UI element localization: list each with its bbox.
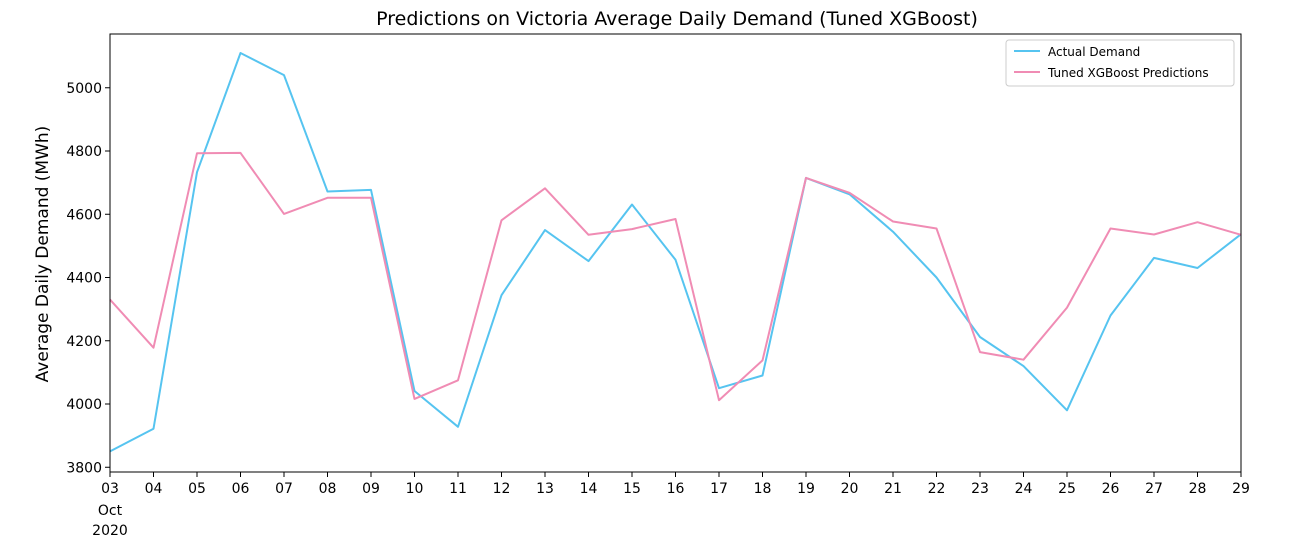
plot-frame xyxy=(109,33,1242,473)
y-axis: 3800 4000 4200 4400 4600 4800 5000 xyxy=(66,81,110,476)
x-tick-label: 14 xyxy=(580,481,598,497)
y-tick-label: 5000 xyxy=(66,81,102,97)
x-tick-label: 26 xyxy=(1102,481,1120,497)
x-tick-label: 24 xyxy=(1015,481,1033,497)
x-tick-label: 03 xyxy=(101,481,119,497)
x-tick-label: 15 xyxy=(623,481,641,497)
series-layer xyxy=(109,52,1242,453)
x-tick-label: 07 xyxy=(275,481,293,497)
x-tick-label: 29 xyxy=(1232,481,1250,497)
x-tick-label: 04 xyxy=(145,481,163,497)
chart-title: Predictions on Victoria Average Daily De… xyxy=(376,8,978,30)
x-tick-label: 17 xyxy=(710,481,728,497)
x-tick-label: 23 xyxy=(971,481,989,497)
y-axis-title: Average Daily Demand (MWh) xyxy=(33,126,53,383)
y-tick-label: 4800 xyxy=(66,144,102,160)
x-tick-label: 09 xyxy=(362,481,380,497)
y-tick-label: 3800 xyxy=(66,460,102,476)
legend-label-actual: Actual Demand xyxy=(1048,45,1140,59)
x-tick-label: 12 xyxy=(493,481,511,497)
x-tick-label: 22 xyxy=(928,481,946,497)
legend-box xyxy=(1005,39,1235,87)
x-tick-label: 11 xyxy=(449,481,467,497)
x-tick-label: 19 xyxy=(797,481,815,497)
x-tick-label: 16 xyxy=(667,481,685,497)
x-tick-label: 28 xyxy=(1189,481,1207,497)
x-tick-label: 13 xyxy=(536,481,554,497)
legend-label-predictions: Tuned XGBoost Predictions xyxy=(1047,66,1209,80)
x-tick-label: 27 xyxy=(1145,481,1163,497)
x-tick-label: 20 xyxy=(841,481,859,497)
x-axis-year-label: 2020 xyxy=(92,523,128,539)
x-tick-label: 25 xyxy=(1058,481,1076,497)
y-tick-label: 4200 xyxy=(66,334,102,350)
x-tick-label: 06 xyxy=(232,481,250,497)
x-tick-label: 08 xyxy=(319,481,337,497)
x-axis: 03 04 05 06 07 08 09 10 11 12 13 14 15 16 17 18 19 20 21 22… xyxy=(101,472,1250,497)
x-tick-label: 10 xyxy=(406,481,424,497)
x-tick-label: 05 xyxy=(188,481,206,497)
y-tick-label: 4600 xyxy=(66,207,102,223)
y-tick-label: 4400 xyxy=(66,271,102,287)
series-line-actual-demand xyxy=(109,52,1242,453)
legend: Actual Demand Tuned XGBoost Predictions xyxy=(1005,39,1235,87)
x-tick-label: 21 xyxy=(884,481,902,497)
x-axis-month-label: Oct xyxy=(98,503,123,519)
series-line-xgboost-predictions xyxy=(109,151,1242,402)
x-tick-label: 18 xyxy=(754,481,772,497)
y-tick-label: 4000 xyxy=(66,397,102,413)
